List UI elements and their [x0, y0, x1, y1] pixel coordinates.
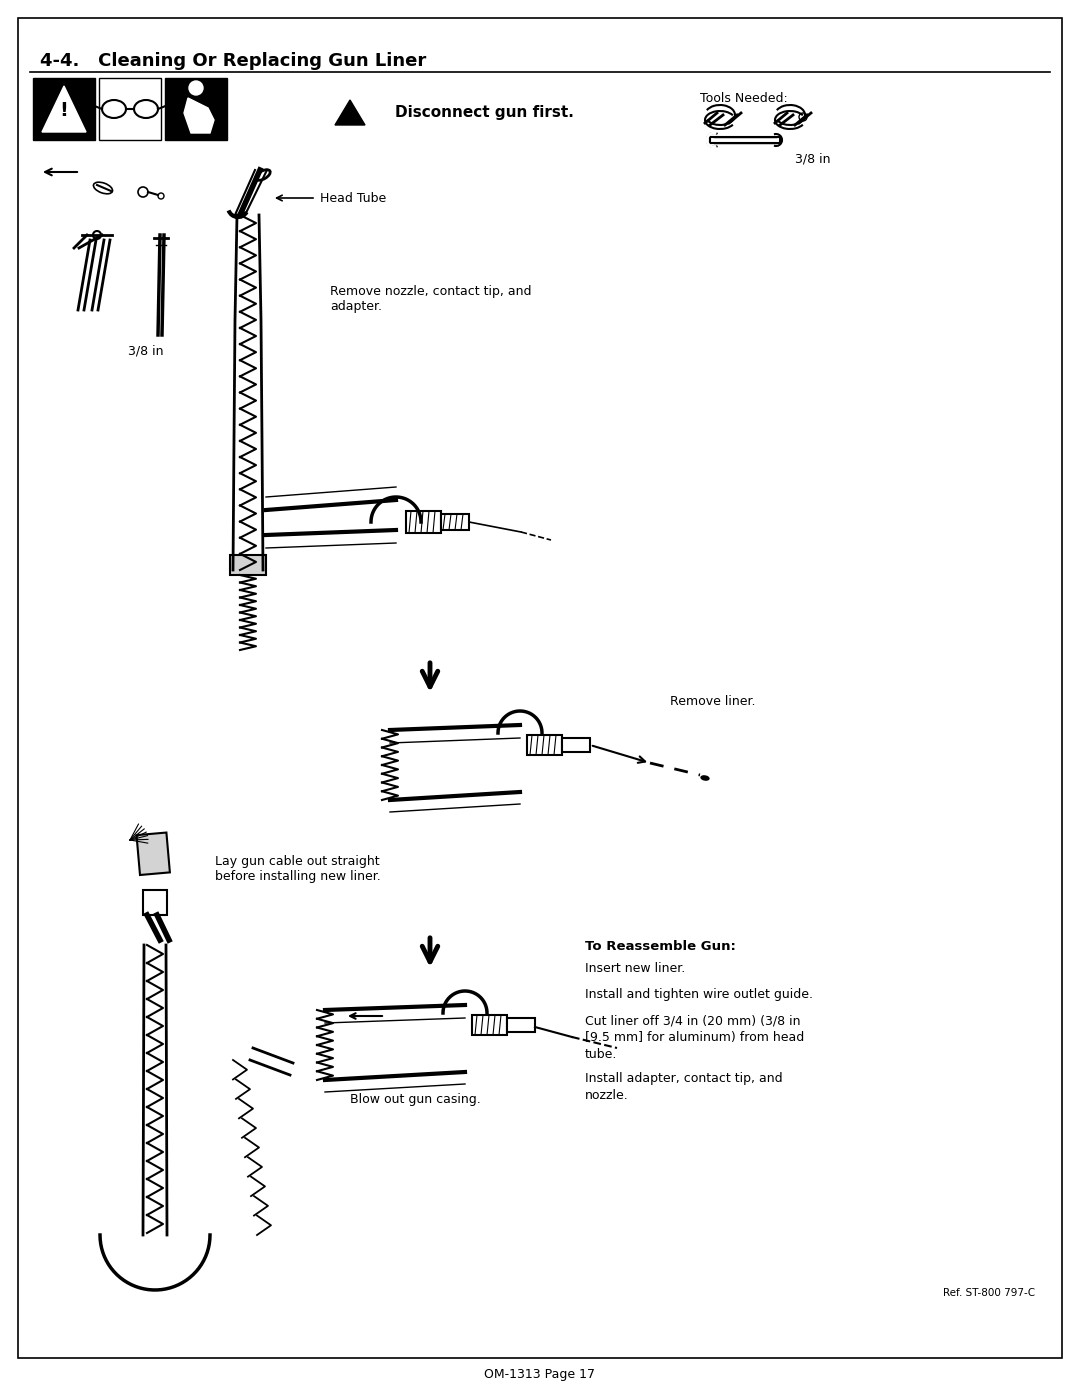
- Text: Tools Needed:: Tools Needed:: [700, 92, 787, 105]
- Text: Ref. ST-800 797-C: Ref. ST-800 797-C: [943, 1288, 1035, 1298]
- Bar: [710, 137, 780, 142]
- Ellipse shape: [701, 775, 708, 780]
- Bar: [136, 833, 170, 875]
- Bar: [472, 1016, 507, 1035]
- Bar: [165, 78, 227, 140]
- Text: Cut liner off 3/4 in (20 mm) (3/8 in
[9.5 mm] for aluminum) from head
tube.: Cut liner off 3/4 in (20 mm) (3/8 in [9.…: [585, 1014, 805, 1060]
- Bar: [406, 511, 441, 534]
- Bar: [527, 735, 562, 754]
- Text: Remove nozzle, contact tip, and
adapter.: Remove nozzle, contact tip, and adapter.: [330, 285, 531, 313]
- Text: 3/8 in: 3/8 in: [129, 345, 163, 358]
- Text: Lay gun cable out straight
before installing new liner.: Lay gun cable out straight before instal…: [215, 855, 381, 883]
- Bar: [33, 78, 95, 140]
- Text: Install adapter, contact tip, and
nozzle.: Install adapter, contact tip, and nozzle…: [585, 1071, 783, 1102]
- Bar: [99, 78, 161, 140]
- Text: 3/8 in: 3/8 in: [795, 152, 831, 165]
- Text: Disconnect gun first.: Disconnect gun first.: [395, 105, 573, 120]
- Text: !: !: [59, 102, 68, 120]
- Text: Insert new liner.: Insert new liner.: [585, 963, 685, 975]
- Circle shape: [189, 81, 203, 95]
- Bar: [143, 890, 167, 915]
- Text: Head Tube: Head Tube: [320, 191, 387, 205]
- Bar: [562, 738, 590, 752]
- Text: Install and tighten wire outlet guide.: Install and tighten wire outlet guide.: [585, 988, 813, 1002]
- Text: To Reassemble Gun:: To Reassemble Gun:: [585, 940, 735, 953]
- Polygon shape: [335, 101, 365, 124]
- Bar: [441, 514, 469, 529]
- Polygon shape: [184, 98, 214, 133]
- Text: 4-4.   Cleaning Or Replacing Gun Liner: 4-4. Cleaning Or Replacing Gun Liner: [40, 52, 427, 70]
- Polygon shape: [42, 87, 86, 131]
- Text: OM-1313 Page 17: OM-1313 Page 17: [485, 1368, 595, 1382]
- Bar: [507, 1018, 535, 1032]
- Bar: [230, 555, 266, 576]
- Text: Blow out gun casing.: Blow out gun casing.: [350, 1092, 481, 1106]
- Text: Remove liner.: Remove liner.: [670, 694, 756, 708]
